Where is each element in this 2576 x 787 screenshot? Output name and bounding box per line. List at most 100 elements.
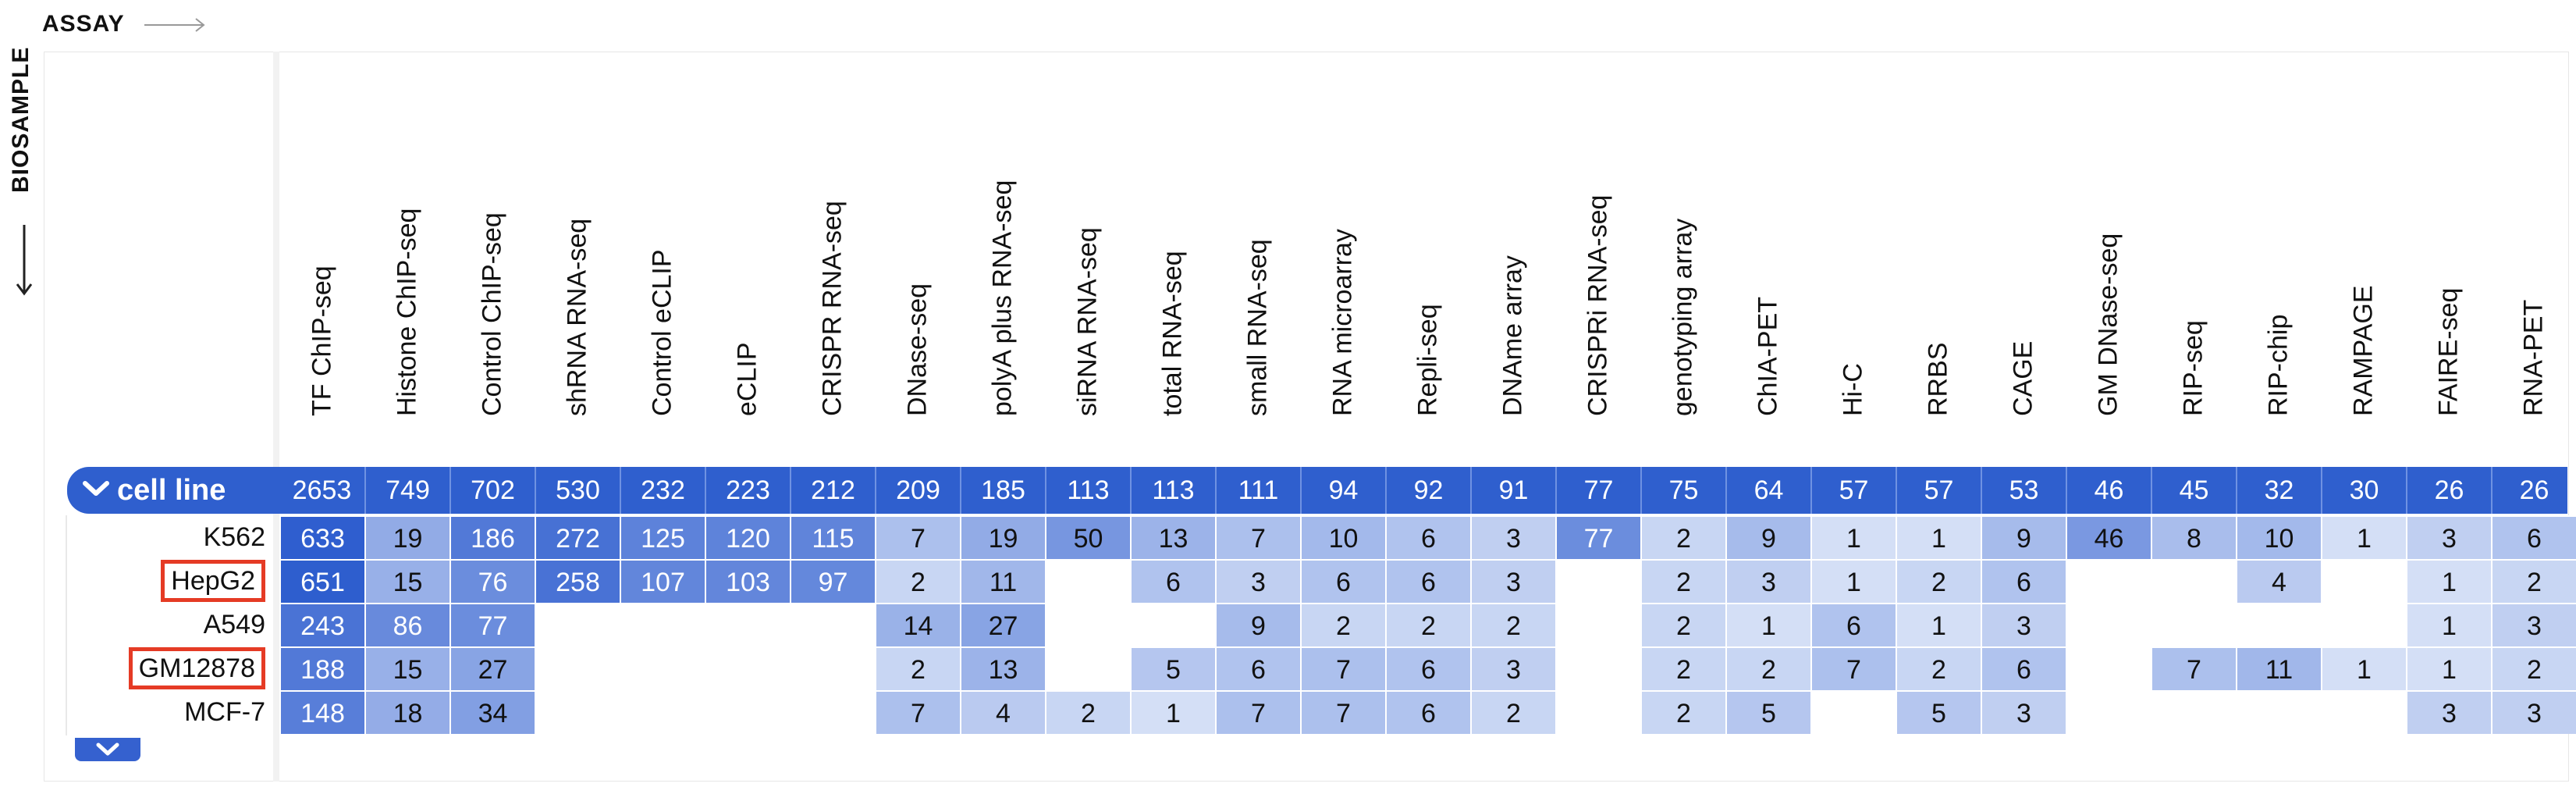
matrix-cell[interactable]: 77 [1555,515,1640,559]
column-total[interactable]: 113 [1045,467,1130,514]
matrix-cell[interactable]: 1 [2406,603,2491,646]
matrix-cell[interactable]: 9 [1981,515,2066,559]
column-total[interactable]: 94 [1300,467,1385,514]
matrix-cell[interactable]: 34 [449,690,535,734]
column-header[interactable]: siRNA RNA-seq [1045,94,1130,447]
column-total[interactable]: 46 [2066,467,2151,514]
column-header[interactable]: Histone ChIP-seq [364,94,449,447]
column-header[interactable]: CAGE [1981,94,2066,447]
column-header[interactable]: GM DNase-seq [2066,94,2151,447]
matrix-cell[interactable]: 258 [535,559,620,603]
matrix-cell[interactable]: 2 [2491,646,2576,690]
row-header[interactable]: HepG2 [70,559,265,603]
matrix-cell[interactable]: 14 [875,603,960,646]
matrix-cell[interactable]: 3 [1215,559,1300,603]
matrix-cell[interactable]: 5 [1130,646,1215,690]
matrix-cell[interactable]: 1 [1810,559,1896,603]
column-total[interactable]: 702 [449,467,535,514]
matrix-cell[interactable]: 1 [1896,603,1981,646]
matrix-cell[interactable]: 77 [449,603,535,646]
matrix-cell[interactable]: 107 [620,559,705,603]
matrix-cell[interactable]: 1 [1130,690,1215,734]
cell-line-group-toggle[interactable]: cell line [83,467,226,514]
column-total[interactable]: 45 [2151,467,2236,514]
column-total[interactable]: 30 [2321,467,2406,514]
column-total[interactable]: 26 [2491,467,2576,514]
matrix-cell[interactable]: 2 [1640,603,1725,646]
column-total[interactable]: 57 [1896,467,1981,514]
matrix-cell[interactable]: 5 [1896,690,1981,734]
matrix-cell[interactable]: 103 [705,559,790,603]
matrix-cell[interactable]: 13 [960,646,1045,690]
matrix-cell[interactable]: 6 [1385,559,1470,603]
matrix-cell[interactable]: 7 [1215,515,1300,559]
matrix-cell[interactable]: 7 [1300,646,1385,690]
matrix-cell[interactable]: 5 [1725,690,1810,734]
column-header[interactable]: RNA microarray [1300,94,1385,447]
matrix-cell[interactable]: 11 [2236,646,2321,690]
matrix-cell[interactable]: 2 [2491,559,2576,603]
matrix-cell[interactable]: 2 [1640,515,1725,559]
matrix-cell[interactable]: 2 [1385,603,1470,646]
column-header[interactable]: DNase-seq [875,94,960,447]
matrix-cell[interactable]: 6 [1385,646,1470,690]
column-header[interactable]: RNA-PET [2491,94,2576,447]
matrix-cell[interactable]: 6 [1810,603,1896,646]
column-total[interactable]: 212 [790,467,875,514]
matrix-cell[interactable]: 2 [875,559,960,603]
matrix-cell[interactable]: 6 [2491,515,2576,559]
matrix-cell[interactable]: 2 [1470,603,1555,646]
matrix-cell[interactable]: 3 [1981,690,2066,734]
column-header[interactable]: eCLIP [705,94,790,447]
column-header[interactable]: small RNA-seq [1215,94,1300,447]
matrix-cell[interactable]: 1 [1725,603,1810,646]
matrix-cell[interactable]: 1 [2321,515,2406,559]
matrix-cell[interactable]: 2 [1045,690,1130,734]
column-header[interactable]: shRNA RNA-seq [535,94,620,447]
matrix-cell[interactable]: 6 [1130,559,1215,603]
matrix-cell[interactable]: 4 [960,690,1045,734]
row-header[interactable]: MCF-7 [70,690,265,734]
matrix-cell[interactable]: 9 [1215,603,1300,646]
matrix-cell[interactable]: 19 [960,515,1045,559]
matrix-cell[interactable]: 2 [1640,559,1725,603]
column-total[interactable]: 64 [1725,467,1810,514]
column-header[interactable]: CRISPRi RNA-seq [1555,94,1640,447]
matrix-cell[interactable]: 1 [1810,515,1896,559]
matrix-cell[interactable]: 86 [364,603,449,646]
matrix-cell[interactable]: 125 [620,515,705,559]
matrix-cell[interactable]: 7 [1300,690,1385,734]
matrix-cell[interactable]: 2 [1896,646,1981,690]
column-total[interactable]: 749 [364,467,449,514]
matrix-cell[interactable]: 3 [2491,690,2576,734]
matrix-cell[interactable]: 11 [960,559,1045,603]
matrix-cell[interactable]: 633 [279,515,364,559]
matrix-cell[interactable]: 15 [364,646,449,690]
matrix-cell[interactable]: 46 [2066,515,2151,559]
column-header[interactable]: RRBS [1896,94,1981,447]
matrix-cell[interactable]: 9 [1725,515,1810,559]
matrix-cell[interactable]: 2 [1300,603,1385,646]
matrix-cell[interactable]: 50 [1045,515,1130,559]
matrix-cell[interactable]: 6 [1385,515,1470,559]
row-header[interactable]: K562 [70,515,265,559]
matrix-cell[interactable]: 3 [1725,559,1810,603]
matrix-cell[interactable]: 3 [1470,515,1555,559]
matrix-cell[interactable]: 97 [790,559,875,603]
column-header[interactable]: polyA plus RNA-seq [960,94,1045,447]
matrix-cell[interactable]: 188 [279,646,364,690]
row-header[interactable]: A549 [70,603,265,646]
column-total[interactable]: 185 [960,467,1045,514]
column-total[interactable]: 26 [2406,467,2491,514]
column-total[interactable]: 92 [1385,467,1470,514]
matrix-cell[interactable]: 7 [1810,646,1896,690]
column-total[interactable]: 75 [1640,467,1725,514]
matrix-cell[interactable]: 3 [1470,646,1555,690]
column-header[interactable]: RIP-seq [2151,94,2236,447]
matrix-cell[interactable]: 3 [1981,603,2066,646]
column-total[interactable]: 2653 [292,475,352,505]
matrix-cell[interactable]: 27 [449,646,535,690]
matrix-cell[interactable]: 19 [364,515,449,559]
matrix-cell[interactable]: 148 [279,690,364,734]
matrix-cell[interactable]: 27 [960,603,1045,646]
